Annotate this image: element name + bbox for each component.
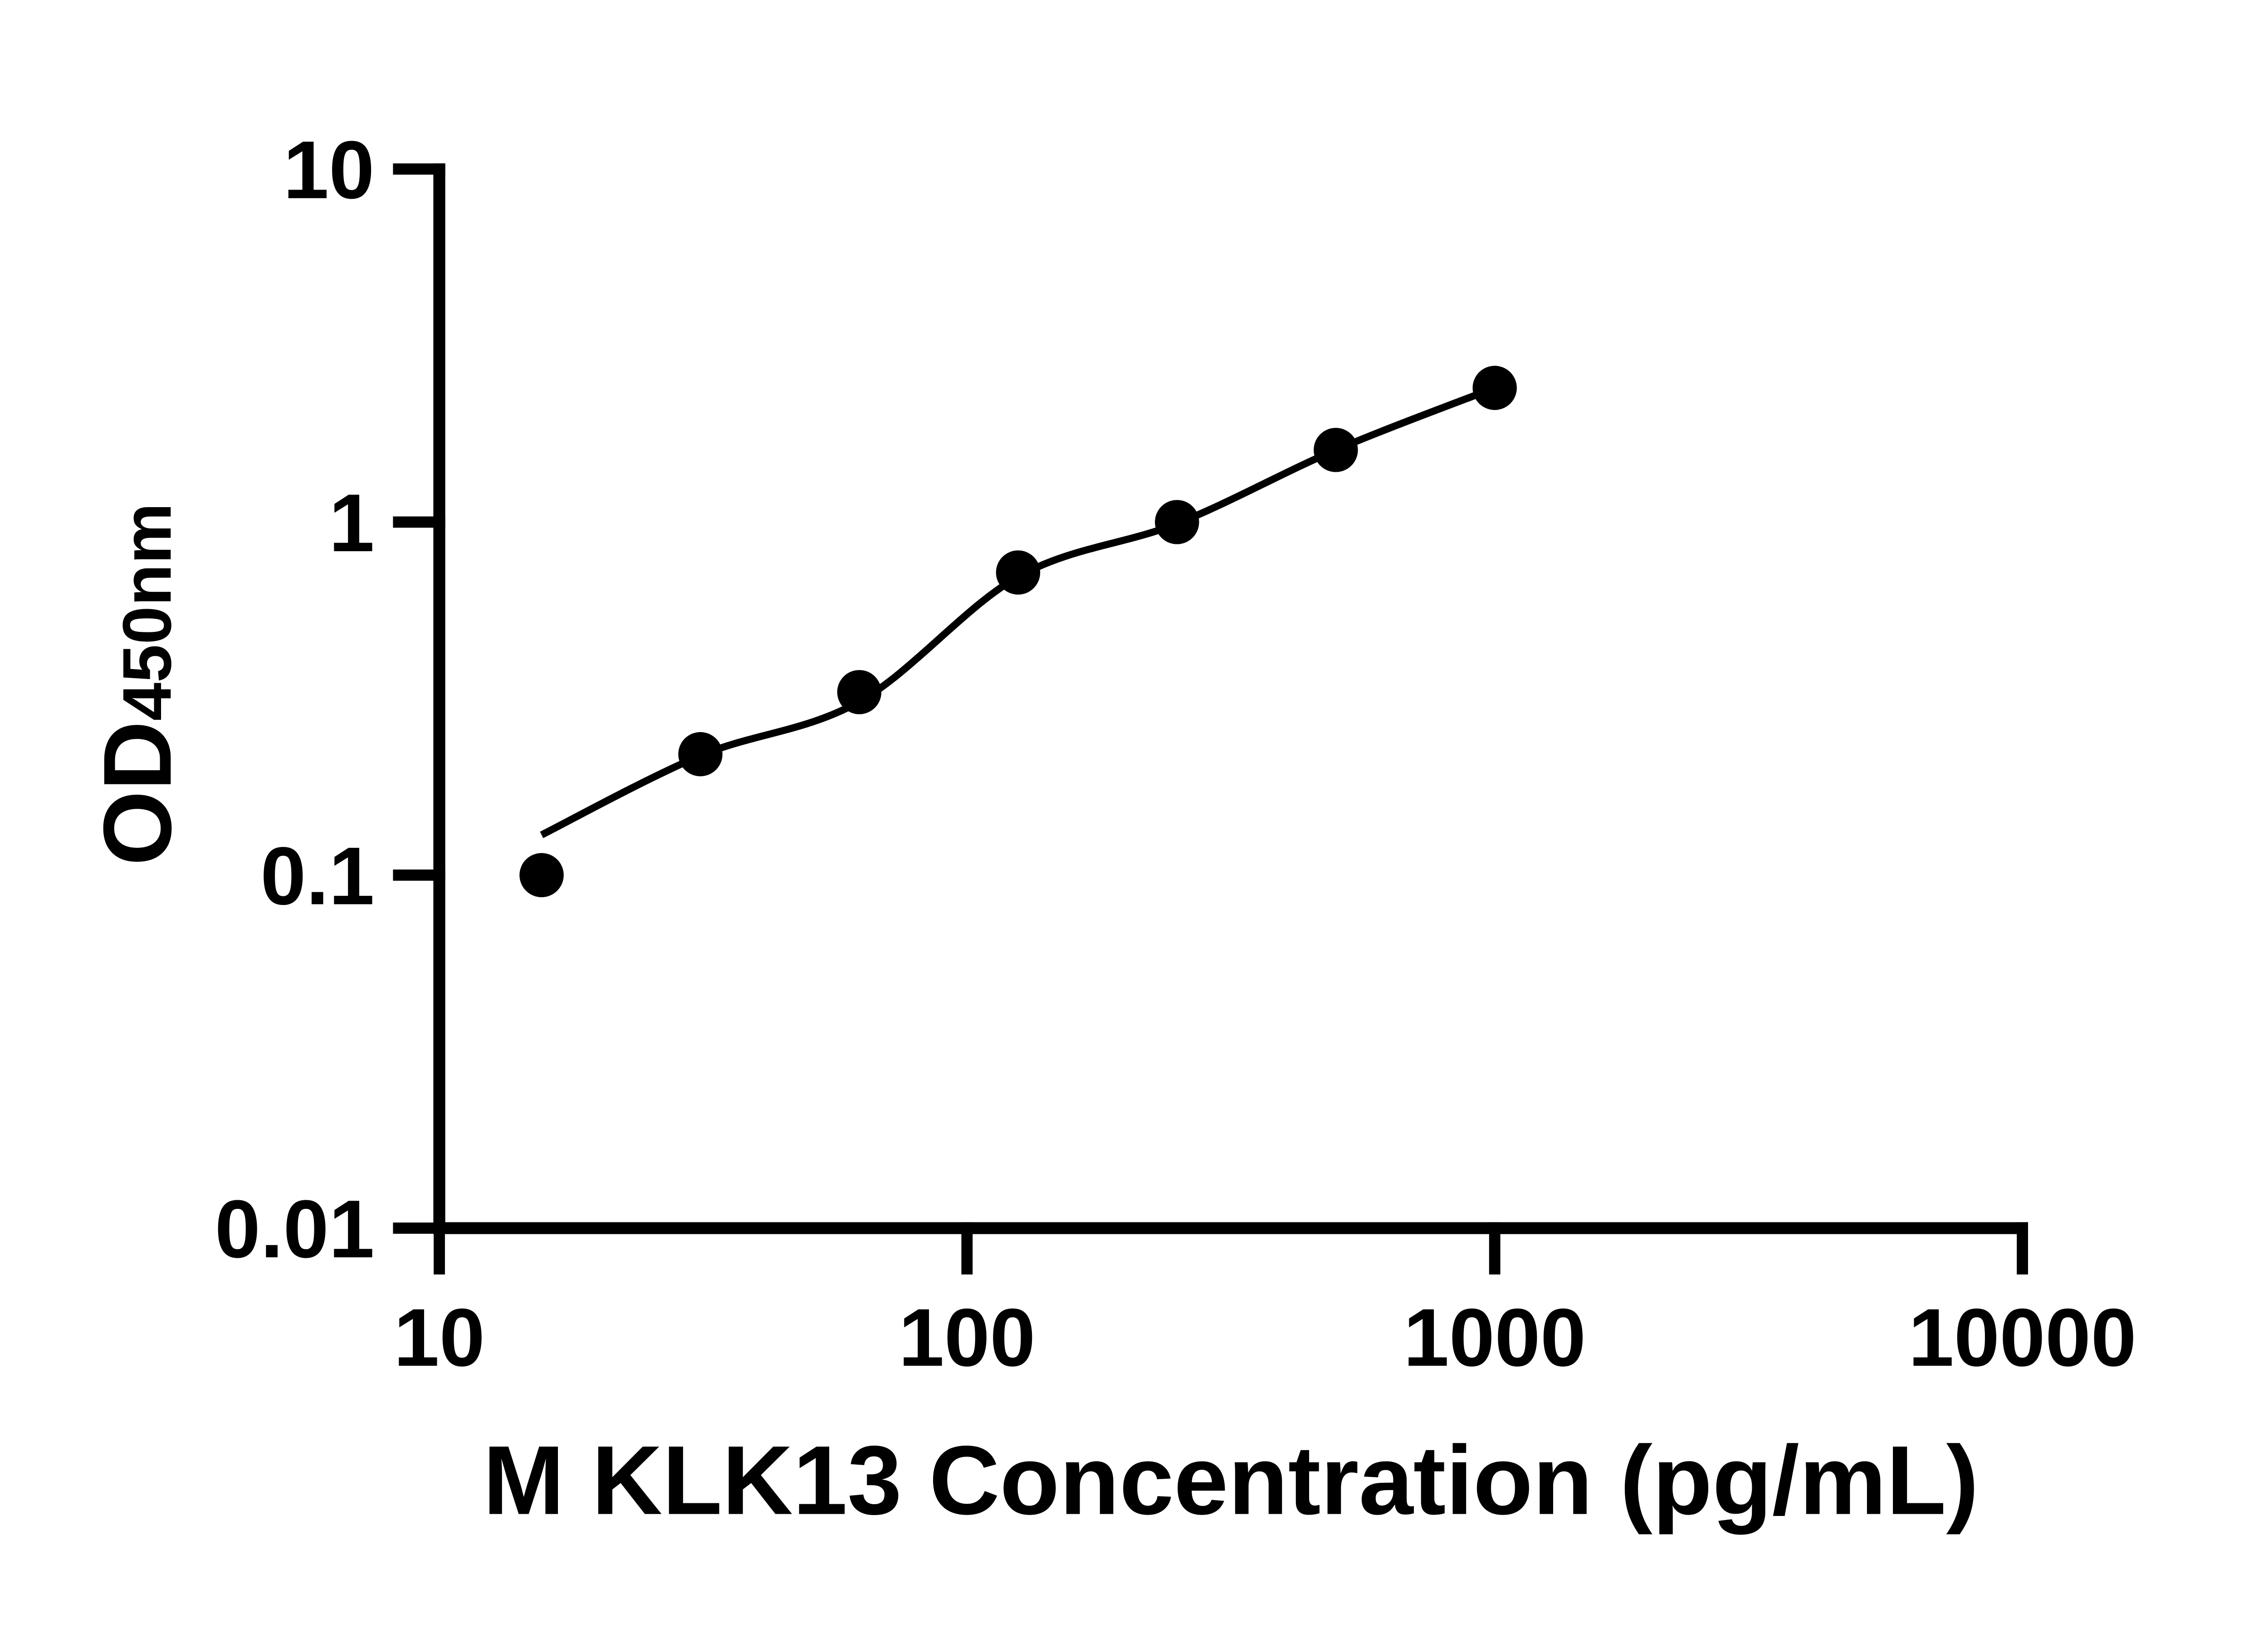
y-axis-title-subscript: 450nm [109,503,186,721]
x-tick-label: 10000 [1908,1292,2136,1384]
x-tick-label: 100 [899,1292,1036,1384]
y-axis-title: OD450nm [83,503,191,865]
x-tick-label: 10 [394,1292,485,1384]
data-point [1472,366,1517,410]
y-tick-label: 1 [329,477,375,569]
data-point [1155,499,1199,544]
data-point [837,670,882,714]
y-tick-label: 0.1 [260,830,374,922]
y-tick-label: 0.01 [215,1183,375,1275]
y-axis-title-main: OD [83,721,191,865]
x-axis-title: M KLK13 Concentration (pg/mL) [483,1425,1979,1535]
data-point [1314,427,1358,472]
data-point [519,853,564,897]
data-point [678,732,723,777]
y-tick-label: 10 [283,124,374,216]
x-tick-label: 1000 [1403,1292,1586,1384]
data-point [996,550,1041,595]
